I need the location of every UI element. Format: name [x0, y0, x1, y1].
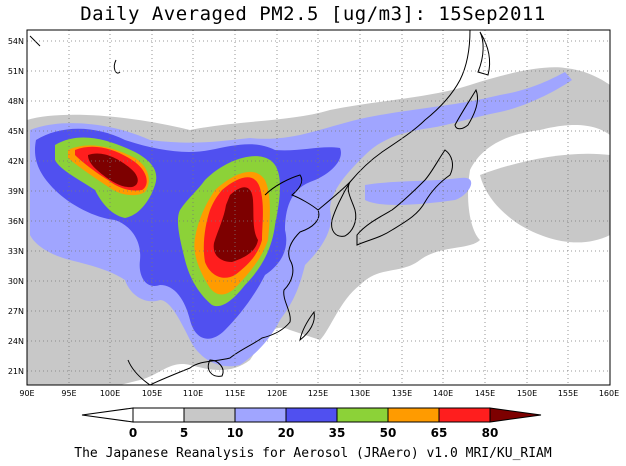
lat-tick: 24N: [8, 337, 24, 346]
lat-tick: 21N: [8, 367, 24, 376]
lon-tick: 135E: [392, 389, 412, 398]
colorbar-label: 35: [329, 426, 346, 440]
colorbar-labels: 0 5 10 20 35 50 65 80: [129, 426, 499, 440]
lat-tick: 39N: [8, 187, 24, 196]
colorbar-segment: [132, 407, 185, 423]
colorbar-segment: [234, 407, 287, 423]
colorbar-segment: [438, 407, 491, 423]
lon-tick: 145E: [475, 389, 495, 398]
colorbar-label: 0: [129, 426, 137, 440]
colorbar-segment: [336, 407, 389, 423]
lon-tick: 160E: [599, 389, 619, 398]
lat-tick: 33N: [8, 247, 24, 256]
lon-tick: 90E: [19, 389, 34, 398]
lat-tick: 51N: [8, 67, 24, 76]
lat-axis: 21N 24N 27N 30N 33N 36N 39N 42N 45N 48N …: [8, 37, 24, 376]
lon-tick: 125E: [308, 389, 328, 398]
colorbar-label: 20: [278, 426, 295, 440]
contour-level-80: [88, 153, 258, 262]
colorbar-label: 80: [482, 426, 499, 440]
lat-tick: 45N: [8, 127, 24, 136]
colorbar-segment: [387, 407, 440, 423]
lon-tick: 155E: [558, 389, 578, 398]
colorbar-label: 50: [380, 426, 397, 440]
colorbar-label: 5: [180, 426, 188, 440]
lon-tick: 130E: [350, 389, 370, 398]
colorbar-segment: [81, 407, 134, 423]
colorbar-label: 10: [227, 426, 244, 440]
map-title: Daily Averaged PM2.5 [ug/m3]: 15Sep2011: [80, 3, 546, 25]
lon-axis: 90E 95E 100E 105E 110E 115E 120E 125E 13…: [19, 389, 619, 398]
lon-tick: 115E: [225, 389, 245, 398]
colorbar-segment: [183, 407, 236, 423]
colorbar: [81, 407, 542, 423]
lon-tick: 105E: [142, 389, 162, 398]
lon-tick: 110E: [183, 389, 203, 398]
lon-tick: 150E: [517, 389, 537, 398]
credit-line: The Japanese Reanalysis for Aerosol (JRA…: [74, 446, 552, 461]
lat-tick: 48N: [8, 97, 24, 106]
lat-tick: 42N: [8, 157, 24, 166]
lat-tick: 54N: [8, 37, 24, 46]
map-frame: [26, 29, 611, 386]
lat-tick: 30N: [8, 277, 24, 286]
colorbar-segment: [489, 407, 542, 423]
lon-tick: 120E: [267, 389, 287, 398]
lon-tick: 95E: [61, 389, 76, 398]
lat-tick: 36N: [8, 217, 24, 226]
lat-tick: 27N: [8, 307, 24, 316]
lon-tick: 140E: [433, 389, 453, 398]
contour-level-10: [30, 72, 572, 367]
coastlines: [29, 30, 491, 385]
lon-tick: 100E: [100, 389, 120, 398]
colorbar-segment: [285, 407, 338, 423]
colorbar-label: 65: [431, 426, 448, 440]
